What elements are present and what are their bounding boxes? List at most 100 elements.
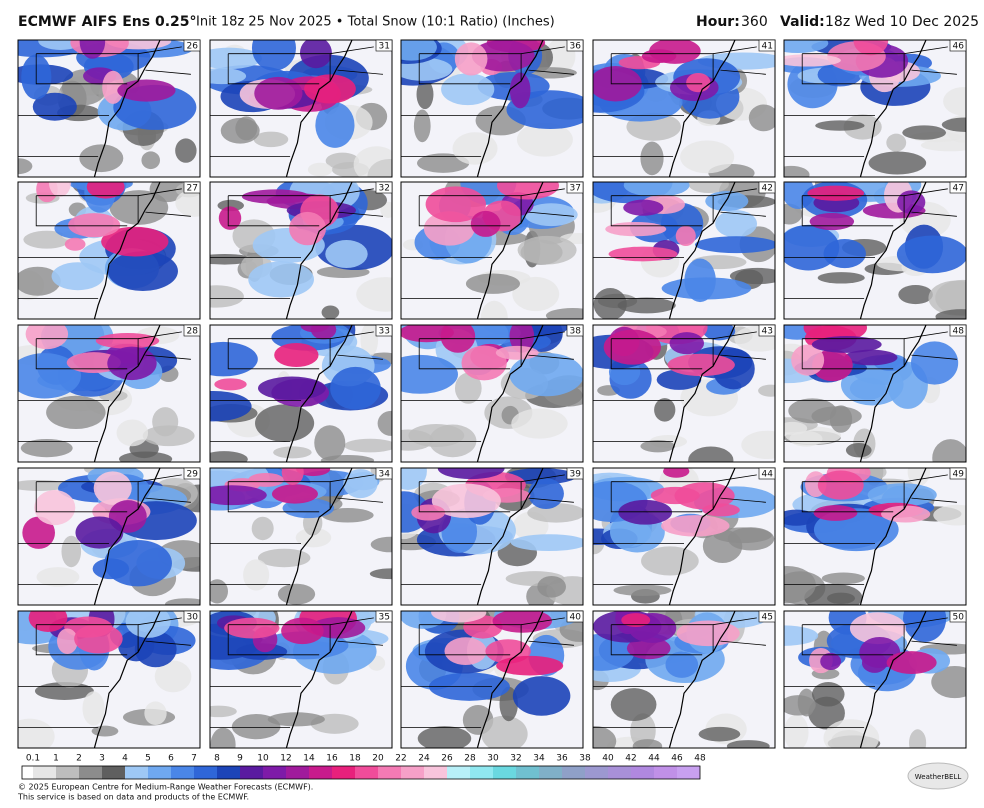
snow-patch bbox=[640, 440, 676, 453]
colorbar-swatch bbox=[401, 766, 424, 779]
snow-patch bbox=[517, 235, 577, 265]
snow-patch bbox=[353, 146, 392, 177]
snow-patch bbox=[408, 424, 465, 447]
state-border bbox=[138, 617, 182, 626]
snow-patch bbox=[675, 225, 696, 247]
colorbar-label: 28 bbox=[464, 754, 476, 764]
colorbar-label: 44 bbox=[648, 754, 660, 764]
coastline bbox=[93, 40, 161, 177]
snow-patch bbox=[248, 261, 314, 298]
colorbar-swatch bbox=[171, 766, 194, 779]
map-panel: 47 bbox=[783, 181, 967, 320]
state-border bbox=[801, 624, 894, 656]
snow-patch bbox=[593, 633, 635, 671]
snow-patch bbox=[665, 651, 699, 678]
snow-field bbox=[593, 40, 775, 177]
snow-patch bbox=[881, 505, 931, 523]
snow-patch bbox=[661, 277, 752, 300]
snow-patch bbox=[688, 182, 729, 193]
map-panel: 37 bbox=[400, 181, 584, 320]
snow-patch bbox=[807, 185, 865, 201]
snow-patch bbox=[524, 203, 578, 227]
colorbar-swatch bbox=[33, 766, 56, 779]
state-border bbox=[337, 354, 383, 360]
snow-patch bbox=[210, 68, 247, 85]
state-border bbox=[330, 617, 374, 626]
snow-patch bbox=[356, 277, 392, 312]
colorbar-label: 30 bbox=[487, 754, 499, 764]
member-box bbox=[758, 324, 776, 337]
panel-frame bbox=[592, 181, 776, 320]
colorbar-label: 9 bbox=[237, 754, 243, 764]
coastline bbox=[93, 182, 161, 319]
snow-patch bbox=[461, 345, 507, 381]
colorbar-label: 5 bbox=[145, 754, 151, 764]
state-border bbox=[713, 617, 757, 626]
colorbar-swatch bbox=[677, 766, 700, 779]
snow-field bbox=[593, 468, 775, 605]
snow-patch bbox=[492, 611, 552, 633]
snow-patch bbox=[271, 484, 319, 504]
snow-patch bbox=[93, 471, 132, 505]
panel-frame bbox=[400, 39, 584, 178]
map-panel: 29 bbox=[17, 467, 201, 606]
snow-patch bbox=[811, 682, 845, 707]
snow-field bbox=[401, 611, 583, 748]
snow-patch bbox=[321, 508, 374, 523]
snow-patch bbox=[510, 534, 583, 552]
map-panel: 50 bbox=[783, 610, 967, 749]
map-panel: 43 bbox=[592, 324, 776, 463]
snow-patch bbox=[441, 510, 478, 553]
snow-patch bbox=[511, 408, 568, 439]
coastline bbox=[859, 468, 927, 605]
snow-patch bbox=[61, 535, 82, 568]
snow-patch bbox=[48, 182, 71, 197]
snow-patch bbox=[18, 266, 61, 296]
snow-patch bbox=[277, 583, 316, 605]
snow-patch bbox=[674, 482, 735, 510]
colorbar-label: 16 bbox=[326, 754, 338, 764]
member-number: 35 bbox=[379, 613, 390, 623]
coastline bbox=[285, 468, 353, 605]
member-number: 45 bbox=[762, 613, 773, 623]
snow-patch bbox=[495, 345, 539, 360]
coastline bbox=[285, 182, 353, 319]
state-border bbox=[138, 46, 182, 55]
panel-frame bbox=[400, 467, 584, 606]
snow-patch bbox=[748, 104, 775, 132]
snow-patch bbox=[920, 139, 966, 152]
snow-patch bbox=[821, 572, 865, 585]
coastline bbox=[285, 40, 353, 177]
state-border bbox=[528, 69, 574, 75]
state-border bbox=[138, 474, 182, 483]
member-box bbox=[949, 467, 967, 480]
snow-patch bbox=[74, 624, 123, 654]
snow-patch bbox=[315, 102, 355, 148]
member-box bbox=[566, 467, 584, 480]
snow-patch bbox=[68, 213, 121, 238]
panel-frame bbox=[592, 467, 776, 606]
map-panel: 36 bbox=[400, 39, 584, 178]
snow-patch bbox=[18, 479, 68, 491]
coastline bbox=[859, 182, 927, 319]
snow-patch bbox=[661, 515, 730, 537]
snow-patch bbox=[868, 151, 927, 175]
snow-patch bbox=[51, 262, 105, 291]
snow-patch bbox=[608, 246, 678, 262]
state-border bbox=[227, 624, 320, 656]
snow-patch bbox=[101, 226, 169, 257]
state-border bbox=[528, 211, 574, 217]
state-border bbox=[337, 69, 383, 75]
state-border bbox=[330, 331, 374, 340]
subtitle: Init 18z 25 Nov 2025 • Total Snow (10:1 … bbox=[196, 15, 555, 30]
snow-patch bbox=[669, 332, 705, 355]
snow-patch bbox=[886, 651, 937, 674]
colorbar-swatch bbox=[102, 766, 125, 779]
state-border bbox=[521, 474, 565, 483]
member-box bbox=[375, 610, 393, 623]
member-box bbox=[183, 181, 201, 194]
member-box bbox=[375, 467, 393, 480]
snow-field bbox=[401, 468, 583, 605]
snow-patch bbox=[401, 354, 458, 394]
member-box bbox=[949, 610, 967, 623]
